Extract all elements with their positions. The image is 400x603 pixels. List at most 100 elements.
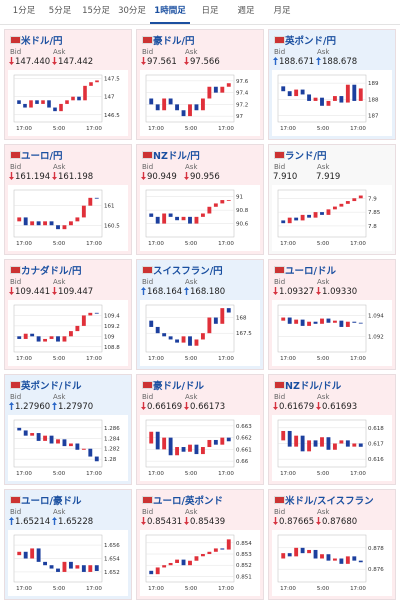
pair-title[interactable]: 英ポンド/ドル bbox=[21, 381, 82, 392]
candle bbox=[332, 206, 337, 210]
tab[interactable]: 15分足 bbox=[82, 6, 110, 16]
bid-label: Bid bbox=[10, 393, 22, 401]
plot-frame bbox=[13, 419, 103, 468]
pair-title[interactable]: 豪ドル/ドル bbox=[153, 381, 204, 392]
tab[interactable]: 5分足 bbox=[48, 6, 72, 16]
tab[interactable]: 30分足 bbox=[118, 6, 146, 16]
bid-label: Bid bbox=[274, 278, 286, 286]
x-tick-label: 17:00 bbox=[148, 356, 164, 362]
candle bbox=[287, 91, 292, 97]
candle bbox=[207, 86, 212, 99]
pair-title[interactable]: 米ドル/スイスフラン bbox=[285, 496, 374, 507]
y-tick-label: 97.6 bbox=[236, 79, 249, 85]
candle bbox=[300, 89, 305, 95]
trend-arrow bbox=[52, 57, 57, 65]
y-tick-label: 1.28 bbox=[104, 457, 117, 463]
bid-value: 1.65214 bbox=[9, 517, 50, 527]
arrow bbox=[141, 517, 146, 525]
candle bbox=[68, 561, 73, 569]
pair-title[interactable]: NZドル/円 bbox=[153, 151, 200, 162]
x-tick-label: 5:00 bbox=[53, 471, 66, 477]
candle bbox=[62, 439, 67, 447]
pair-title[interactable]: 豪ドル/円 bbox=[153, 36, 195, 47]
pair-title[interactable]: ユーロ/ドル bbox=[285, 266, 336, 277]
candle bbox=[181, 110, 186, 117]
arrow bbox=[9, 287, 14, 295]
x-tick-label: 17:00 bbox=[280, 356, 296, 362]
candle bbox=[81, 448, 86, 450]
candle bbox=[43, 338, 48, 342]
candle bbox=[56, 336, 60, 342]
candle bbox=[213, 86, 218, 93]
candle bbox=[56, 568, 60, 572]
tab[interactable]: 日足 bbox=[201, 6, 219, 16]
candle bbox=[320, 318, 324, 324]
y-tick-label: 90.6 bbox=[236, 222, 249, 228]
candle bbox=[188, 444, 192, 452]
pair-title[interactable]: 英ポンド/円 bbox=[285, 36, 336, 47]
y-tick-label: 188 bbox=[368, 97, 379, 103]
candle bbox=[213, 203, 218, 207]
candle bbox=[300, 547, 305, 554]
x-tick-label: 17:00 bbox=[86, 586, 102, 592]
candle bbox=[200, 98, 205, 111]
y-tick-label: 109.4 bbox=[104, 313, 120, 319]
ask-text: 147.442 bbox=[58, 57, 94, 67]
candle bbox=[81, 315, 86, 326]
tab[interactable]: 月足 bbox=[273, 6, 291, 16]
trend-arrow bbox=[9, 287, 14, 295]
candle bbox=[56, 225, 60, 230]
candle bbox=[49, 221, 54, 226]
pair-title[interactable]: スイスフラン/円 bbox=[153, 266, 223, 277]
candle bbox=[36, 548, 41, 562]
candle bbox=[287, 553, 292, 557]
x-tick-label: 17:00 bbox=[148, 126, 164, 132]
tab[interactable]: 週足 bbox=[237, 6, 255, 16]
trend-arrow bbox=[184, 402, 189, 410]
x-tick-label: 5:00 bbox=[317, 586, 330, 592]
ask-label: Ask bbox=[185, 48, 198, 56]
bid-text: 0.87665 bbox=[279, 517, 315, 527]
tab[interactable]: 1時間足 bbox=[150, 0, 190, 24]
x-tick-label: 5:00 bbox=[53, 356, 66, 362]
pair-title[interactable]: ランド/円 bbox=[285, 151, 327, 162]
pair-title[interactable]: NZドル/ドル bbox=[285, 381, 342, 392]
candle bbox=[352, 198, 357, 202]
candle bbox=[307, 549, 312, 554]
candle bbox=[17, 427, 22, 431]
bid-value: 1.27960 bbox=[9, 402, 50, 412]
x-tick-label: 17:00 bbox=[350, 241, 366, 247]
candle bbox=[77, 96, 81, 101]
x-tick-label: 17:00 bbox=[16, 586, 32, 592]
pair-title[interactable]: ユーロ/円 bbox=[21, 151, 63, 162]
bid-text: 161.194 bbox=[15, 172, 51, 182]
candle bbox=[17, 551, 22, 556]
candle bbox=[287, 317, 292, 324]
bid-text: 147.440 bbox=[15, 57, 51, 67]
y-tick-label: 167.5 bbox=[236, 331, 252, 337]
pair-title[interactable]: ユーロ/豪ドル bbox=[21, 496, 82, 507]
trend-arrow bbox=[9, 172, 14, 180]
candle bbox=[35, 100, 39, 104]
rate-card: 英ポンド/ドル Bid Ask 1.27960 1.27970 1.286 1.284 1.2… bbox=[4, 374, 132, 485]
candle bbox=[194, 216, 199, 224]
ask-text: 0.87680 bbox=[322, 517, 358, 527]
x-tick-label: 17:00 bbox=[16, 356, 32, 362]
arrow bbox=[141, 287, 146, 295]
pair-title[interactable]: 米ドル/円 bbox=[21, 36, 63, 47]
pair-title[interactable]: ユーロ/英ポンド bbox=[153, 496, 223, 507]
arrow bbox=[184, 517, 189, 525]
candle bbox=[81, 565, 86, 572]
tab[interactable]: 1分足 bbox=[12, 6, 36, 16]
arrow bbox=[9, 172, 14, 180]
ask-text: 0.66173 bbox=[190, 402, 226, 412]
candle bbox=[41, 100, 45, 104]
x-tick-label: 17:00 bbox=[350, 471, 366, 477]
candle bbox=[62, 561, 67, 572]
pair-title[interactable]: カナダドル/円 bbox=[21, 266, 82, 277]
candle bbox=[326, 100, 331, 106]
y-tick-label: 1.654 bbox=[104, 557, 120, 563]
candle bbox=[17, 336, 22, 339]
candle bbox=[287, 217, 292, 224]
